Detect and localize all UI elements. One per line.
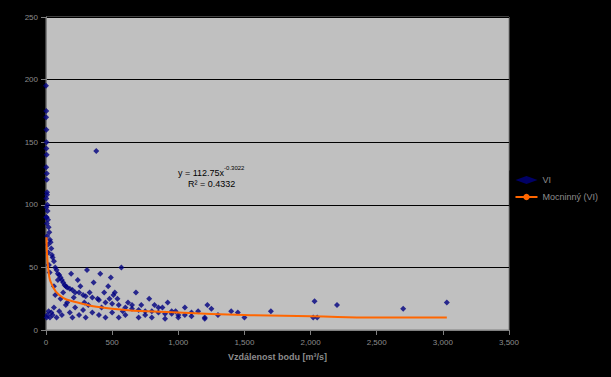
svg-text:150: 150: [25, 138, 39, 147]
svg-text:-0.3022: -0.3022: [224, 165, 245, 171]
svg-text:50: 50: [29, 263, 38, 272]
svg-text:100: 100: [25, 200, 39, 209]
svg-text:R² = 0.4332: R² = 0.4332: [188, 179, 235, 189]
svg-text:3,000: 3,000: [433, 338, 454, 347]
svg-text:250: 250: [25, 13, 39, 22]
svg-text:500: 500: [105, 338, 119, 347]
svg-text:2,500: 2,500: [367, 338, 388, 347]
svg-text:3,500: 3,500: [499, 338, 520, 347]
svg-text:200: 200: [25, 75, 39, 84]
svg-text:2,000: 2,000: [301, 338, 322, 347]
svg-text:1,500: 1,500: [234, 338, 255, 347]
svg-text:y = 112.75x: y = 112.75x: [178, 168, 225, 178]
svg-text:Vzdálenost bodu [m³/s]: Vzdálenost bodu [m³/s]: [228, 352, 327, 362]
svg-text:0: 0: [44, 338, 49, 347]
svg-text:0: 0: [34, 326, 39, 335]
svg-text:1,000: 1,000: [168, 338, 189, 347]
svg-text:Mocninný (VI): Mocninný (VI): [542, 192, 598, 202]
svg-text:VI: VI: [542, 175, 551, 185]
